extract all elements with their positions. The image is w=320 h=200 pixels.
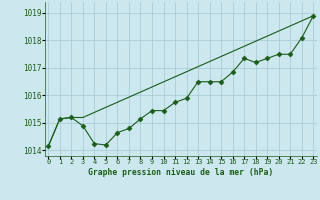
X-axis label: Graphe pression niveau de la mer (hPa): Graphe pression niveau de la mer (hPa) [88,168,273,177]
